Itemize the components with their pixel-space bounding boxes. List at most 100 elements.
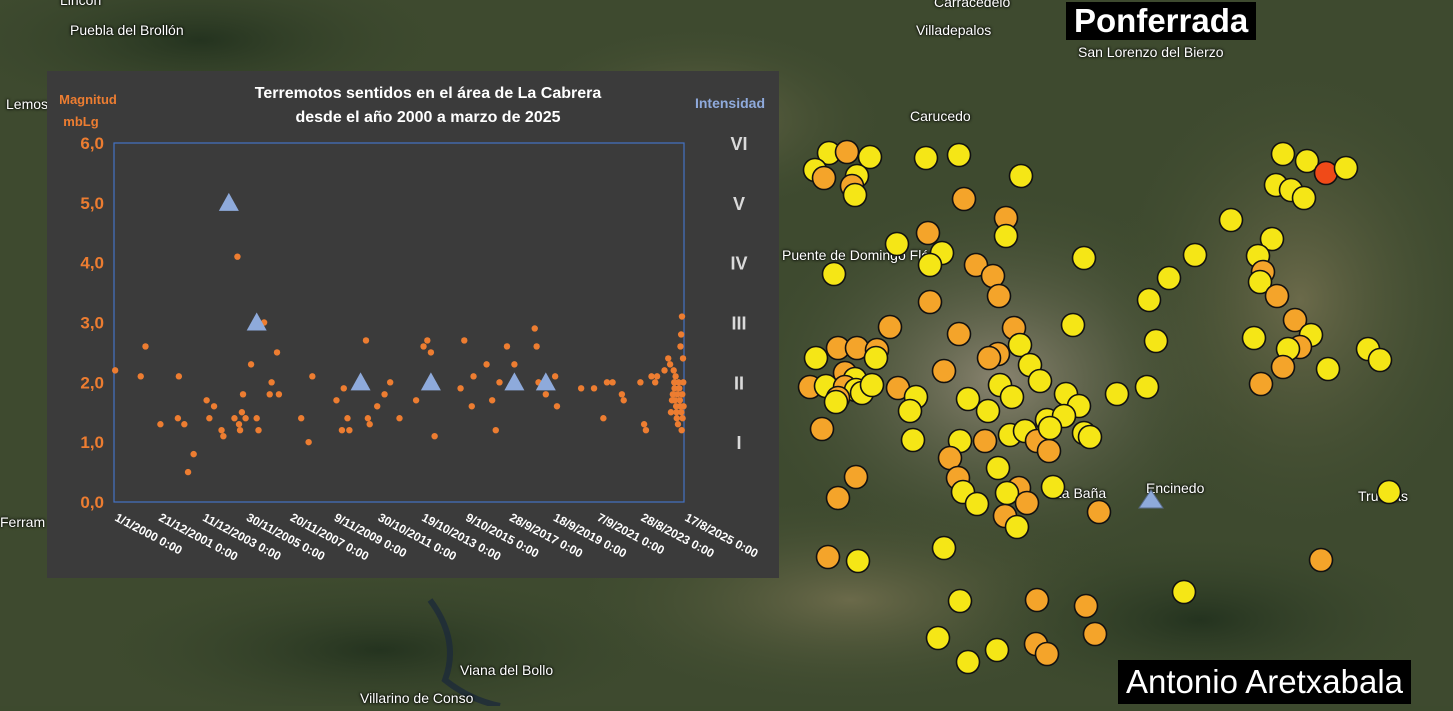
magnitude-point — [674, 421, 682, 428]
place-label: Viana del Bollo — [460, 662, 554, 678]
intensity-series — [218, 192, 556, 391]
magnitude-point — [551, 373, 559, 380]
magnitude-point — [533, 343, 540, 350]
magnitude-point — [468, 403, 475, 410]
magnitude-point — [651, 379, 659, 386]
intensity-tick-label: VI — [730, 134, 747, 154]
magnitude-point — [424, 337, 431, 344]
place-label: Carracedelo — [934, 0, 1011, 10]
chart-title: Terremotos sentidos en el área de La Cab… — [255, 85, 602, 102]
magnitude-point — [577, 385, 585, 392]
intensity-marker — [420, 372, 441, 391]
intensity-marker — [246, 312, 267, 331]
intensity-tick-label: IV — [730, 254, 747, 274]
intensity-marker — [504, 372, 525, 391]
magnitude-point — [637, 379, 644, 386]
magnitude-point — [620, 397, 627, 404]
magnitude-point — [600, 415, 607, 422]
place-label: Ferram — [0, 514, 46, 530]
magnitude-point — [676, 397, 684, 404]
magnitude-point — [111, 367, 119, 374]
magnitude-point — [275, 391, 283, 398]
magnitude-point — [488, 397, 496, 404]
magnitude-point — [669, 391, 677, 398]
magnitude-point — [174, 415, 182, 422]
magnitude-point — [673, 415, 680, 422]
magnitude-point — [679, 391, 686, 398]
magnitude-point — [680, 403, 687, 410]
place-label: Carucedo — [910, 108, 971, 124]
magnitude-point — [364, 415, 372, 422]
y-tick-label: 5,0 — [80, 194, 104, 213]
magnitude-point — [603, 379, 611, 386]
magnitude-point — [671, 397, 679, 404]
magnitude-point — [236, 427, 244, 434]
magnitude-point — [266, 391, 273, 398]
magnitude-point — [175, 373, 183, 380]
magnitude-point — [305, 438, 312, 446]
y-tick-label: 6,0 — [80, 134, 104, 153]
place-label: Puente de Domingo Flórez — [782, 247, 949, 263]
intensity-tick-label: V — [733, 194, 745, 214]
y-tick-label: 1,0 — [80, 433, 104, 452]
magnitude-point — [676, 385, 683, 392]
magnitude-point — [238, 409, 246, 416]
magnitude-point — [309, 373, 316, 380]
magnitude-series — [111, 253, 687, 476]
y-tick-label: 4,0 — [80, 254, 104, 273]
place-label: La Baña — [1054, 485, 1107, 501]
magnitude-point — [431, 432, 438, 440]
intensity-tick-label: II — [734, 373, 744, 393]
magnitude-point — [674, 391, 681, 398]
magnitude-point — [673, 409, 680, 416]
place-label: Truchas — [1358, 488, 1409, 504]
magnitude-point — [273, 349, 281, 356]
chart-panel: Terremotos sentidos en el área de La Cab… — [47, 71, 779, 578]
magnitude-point — [609, 379, 616, 386]
place-label: San Lorenzo del Bierzo — [1078, 44, 1224, 60]
magnitude-point — [553, 403, 561, 410]
magnitude-point — [670, 367, 677, 374]
y-axis-unit: mbLg — [63, 114, 98, 129]
magnitude-point — [373, 403, 381, 410]
intensity-marker — [218, 192, 239, 211]
y-axis-label: Magnitud — [59, 92, 117, 107]
magnitude-point — [346, 427, 353, 434]
magnitude-point — [470, 373, 477, 380]
magnitude-point — [340, 385, 347, 392]
magnitude-point — [661, 367, 668, 374]
place-label: Villarino de Conso — [360, 690, 474, 706]
intensity-axis-label: Intensidad — [695, 95, 765, 111]
magnitude-point — [366, 421, 373, 428]
magnitude-point — [618, 391, 626, 398]
scatter-chart: Terremotos sentidos en el área de La Cab… — [47, 71, 779, 578]
magnitude-point — [483, 361, 490, 368]
magnitude-point — [590, 385, 598, 392]
magnitude-point — [511, 361, 518, 368]
intensity-tick-label: III — [731, 314, 746, 334]
magnitude-point — [231, 415, 238, 422]
magnitude-point — [190, 450, 197, 458]
magnitude-point — [542, 391, 550, 398]
author-credit: Antonio Aretxabala — [1118, 660, 1412, 704]
chart-background — [47, 71, 779, 578]
magnitude-point — [338, 427, 346, 434]
magnitude-point — [640, 421, 648, 428]
magnitude-point — [396, 415, 403, 422]
magnitude-point — [679, 355, 687, 362]
intensity-tick-label: I — [736, 433, 741, 453]
place-label: Lemos — [6, 96, 49, 112]
magnitude-point — [253, 415, 260, 422]
magnitude-point — [642, 427, 650, 434]
magnitude-point — [457, 385, 464, 392]
magnitude-point — [268, 379, 275, 386]
magnitude-point — [381, 391, 388, 398]
magnitude-point — [203, 397, 210, 404]
magnitude-point — [496, 379, 503, 386]
magnitude-point — [680, 379, 687, 386]
magnitude-point — [667, 409, 675, 416]
magnitude-point — [672, 373, 679, 380]
magnitude-point — [678, 427, 685, 434]
magnitude-point — [333, 397, 340, 404]
